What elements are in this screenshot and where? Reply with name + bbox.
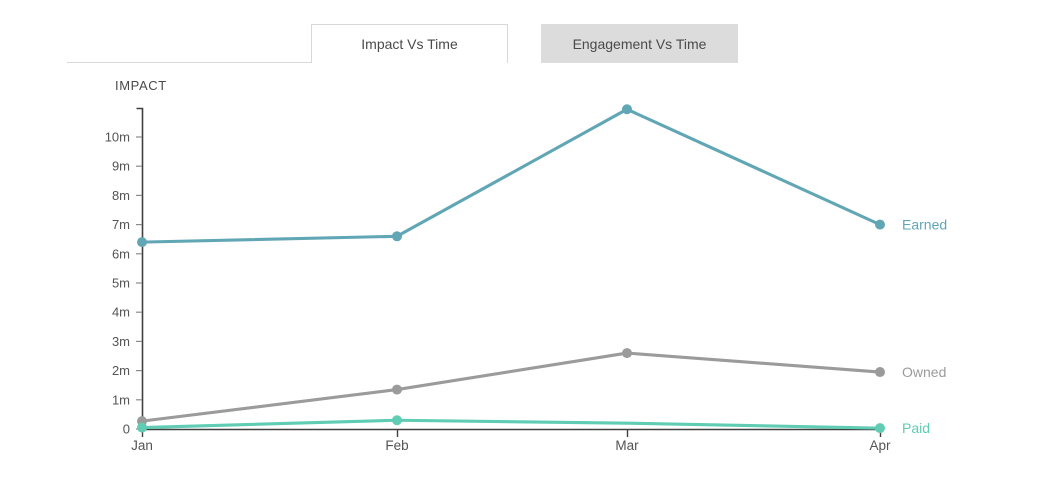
y-axis-tick-label: 10m <box>105 130 130 145</box>
y-axis-tick-label: 0 <box>123 422 130 437</box>
data-point-owned-feb <box>392 384 402 395</box>
x-axis-tick-label: Apr <box>869 438 891 453</box>
data-point-earned-jan <box>137 237 147 248</box>
y-axis-tick-label: 2m <box>112 363 130 378</box>
tab-engagement-vs-time[interactable]: Engagement Vs Time <box>541 24 738 63</box>
y-axis-tick-label: 4m <box>112 305 130 320</box>
y-axis-tick-label: 7m <box>112 217 130 232</box>
tab-impact-vs-time-label: Impact Vs Time <box>361 36 458 52</box>
x-axis-tick-label: Feb <box>385 438 408 453</box>
tab-impact-vs-time[interactable]: Impact Vs Time <box>311 24 508 63</box>
data-point-paid-apr <box>875 423 885 434</box>
y-axis-tick-label: 8m <box>112 188 130 203</box>
y-axis-tick-label: 9m <box>112 159 130 174</box>
data-point-earned-mar <box>622 104 632 115</box>
data-point-paid-feb <box>392 415 402 426</box>
x-axis-tick-label: Jan <box>131 438 153 453</box>
y-axis-tick-label: 3m <box>112 334 130 349</box>
tab-strip-divider <box>67 62 311 63</box>
series-label-earned: Earned <box>902 217 947 233</box>
data-point-owned-apr <box>875 367 885 378</box>
data-point-owned-mar <box>622 348 632 359</box>
y-axis-tick-label: 5m <box>112 276 130 291</box>
series-line-earned <box>140 107 882 244</box>
y-axis-tick-label: 1m <box>112 392 130 407</box>
data-point-paid-jan <box>137 422 147 433</box>
data-point-earned-feb <box>392 231 402 242</box>
y-axis-title: IMPACT <box>115 78 167 93</box>
series-label-paid: Paid <box>902 420 930 436</box>
y-axis-tick-label: 6m <box>112 246 130 261</box>
series-line-paid <box>140 418 882 430</box>
tab-engagement-vs-time-label: Engagement Vs Time <box>572 35 707 52</box>
x-axis-tick-label: Mar <box>615 438 639 453</box>
y-axis-line <box>136 107 144 430</box>
series-label-owned: Owned <box>902 364 946 380</box>
data-point-earned-apr <box>875 219 885 230</box>
series-line-owned <box>140 351 882 423</box>
